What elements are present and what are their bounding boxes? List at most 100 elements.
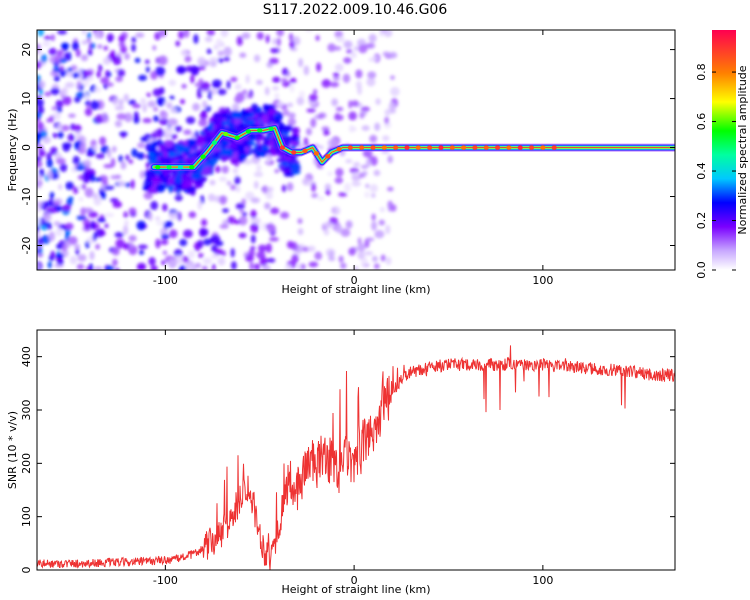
noise-blob [43, 212, 52, 222]
ridge-halo-blob [257, 112, 263, 118]
noise-blob [46, 170, 54, 180]
noise-blob [111, 247, 120, 256]
noise-blob [158, 55, 168, 66]
noise-blob [56, 106, 61, 113]
noise-blob [190, 65, 200, 75]
noise-blob [61, 204, 71, 212]
noise-blob [137, 244, 148, 250]
ridge-halo-blob [187, 138, 197, 148]
noise-blob [55, 253, 64, 259]
noise-blob [368, 33, 377, 43]
noise-blob [41, 234, 51, 245]
noise-blob [187, 250, 196, 259]
noise-blob [174, 255, 183, 265]
noise-blob [183, 229, 193, 239]
noise-blob [358, 44, 368, 54]
noise-blob [368, 57, 376, 63]
noise-blob [95, 153, 105, 159]
ridge-peak-blob [494, 145, 501, 150]
ridge-halo-blob [240, 154, 248, 160]
noise-blob [274, 93, 280, 100]
noise-blob [253, 217, 261, 225]
noise-blob [231, 103, 240, 113]
noise-blob [249, 261, 255, 270]
noise-blob [300, 263, 306, 270]
noise-blob [289, 40, 295, 49]
noise-blob [183, 129, 192, 136]
noise-blob [57, 123, 63, 132]
noise-blob [145, 66, 150, 73]
noise-blob [192, 103, 201, 112]
noise-blob [324, 183, 332, 191]
noise-blob [203, 257, 212, 265]
noise-blob [310, 182, 317, 192]
noise-blob [115, 76, 123, 83]
noise-blob [71, 41, 80, 51]
noise-blob [181, 257, 189, 263]
noise-blob [37, 134, 41, 144]
noise-blob [71, 72, 80, 79]
noise-blob [174, 194, 183, 202]
noise-blob [55, 228, 63, 237]
noise-blob [226, 180, 232, 186]
noise-blob [385, 256, 392, 266]
ridge-halo-blob [231, 110, 239, 119]
ridge-peak-blob [313, 151, 319, 156]
noise-blob [197, 252, 204, 259]
noise-blob [219, 195, 227, 205]
noise-blob [318, 145, 324, 150]
noise-blob [136, 152, 145, 160]
bottom-xtick-label: -100 [153, 574, 178, 587]
ridge-halo-blob [259, 151, 266, 158]
noise-blob [308, 261, 319, 268]
noise-blob [37, 252, 44, 258]
ridge-halo-blob [248, 134, 256, 141]
noise-blob [74, 96, 81, 103]
noise-blob [345, 158, 353, 164]
noise-blob [50, 34, 56, 42]
ridge-halo-blob [284, 140, 290, 147]
noise-blob [265, 191, 274, 200]
ridge-peak-blob [381, 145, 387, 150]
noise-blob [37, 216, 42, 226]
noise-blob [297, 218, 303, 225]
noise-blob [155, 238, 161, 249]
noise-blob [52, 111, 61, 121]
noise-blob [118, 98, 124, 107]
ridge-band-layer [153, 127, 675, 168]
noise-blob [130, 179, 135, 190]
ridge-halo-blob [250, 103, 259, 113]
noise-blob [152, 45, 157, 51]
noise-blob [169, 107, 178, 114]
noise-blob [335, 167, 344, 177]
noise-blob [211, 79, 222, 88]
noise-blob [123, 242, 130, 250]
noise-blob [118, 155, 123, 163]
noise-blob [99, 228, 105, 237]
noise-blob [316, 62, 322, 72]
noise-blob [343, 182, 352, 193]
ridge-halo-blob [228, 143, 238, 149]
noise-blob [367, 71, 377, 79]
ridge-halo-blob [212, 112, 222, 119]
noise-blob [82, 160, 92, 167]
noise-blob [385, 224, 391, 235]
noise-blob [343, 40, 353, 49]
noise-blob [158, 98, 165, 106]
noise-blob [95, 243, 101, 250]
noise-blob [333, 114, 344, 121]
noise-blob [124, 53, 130, 60]
noise-blob [369, 134, 378, 143]
noise-blob [99, 136, 107, 146]
noise-blob [305, 127, 312, 136]
ridge-halo-blob [208, 122, 215, 132]
noise-blob [68, 196, 74, 202]
noise-blob [272, 38, 279, 45]
colorbar-gradient [712, 30, 736, 270]
noise-blob [168, 212, 179, 220]
noise-blob [357, 243, 366, 252]
noise-blob [146, 92, 151, 98]
noise-blob [286, 182, 294, 192]
noise-blob [100, 145, 110, 154]
noise-blob [222, 208, 229, 213]
